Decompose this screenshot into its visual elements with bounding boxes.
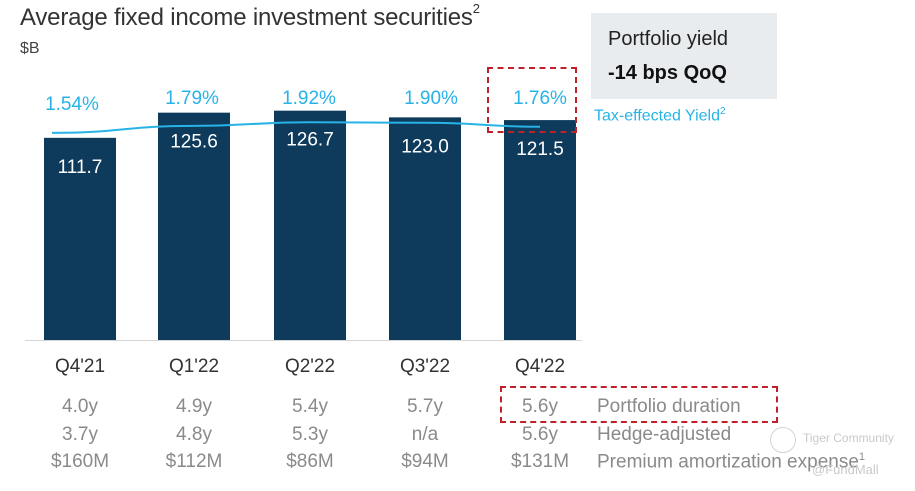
bar-value-label-0: 111.7 bbox=[58, 157, 103, 178]
highlight-yield-q4-22 bbox=[487, 67, 577, 133]
bar-3 bbox=[389, 117, 461, 341]
row-2-value-3: $94M bbox=[401, 451, 449, 472]
tiger-logo-icon bbox=[770, 427, 796, 453]
tax-effected-yield-line bbox=[51, 121, 541, 134]
row-1-value-2: 5.3y bbox=[292, 424, 328, 445]
yield-label-0: 1.54% bbox=[45, 94, 99, 115]
row-1-value-1: 4.8y bbox=[176, 424, 212, 445]
row-1-value-3: n/a bbox=[411, 424, 439, 445]
yield-label-3: 1.90% bbox=[404, 88, 458, 109]
row-2-value-1: $112M bbox=[165, 451, 223, 472]
row-0-value-4: 5.6y bbox=[522, 396, 558, 417]
bar-value-label-4: 121.5 bbox=[516, 139, 564, 160]
x-tick-label-0: Q4'21 bbox=[55, 356, 105, 377]
callout-title: Portfolio yield bbox=[608, 28, 729, 50]
bar-value-label-2: 126.7 bbox=[286, 130, 334, 151]
row-0-value-2: 5.4y bbox=[292, 396, 328, 417]
chart-unit: $B bbox=[20, 40, 40, 57]
row-1-value-4: 5.6y bbox=[522, 424, 558, 445]
row-1-value-0: 3.7y bbox=[62, 424, 98, 445]
bar-0 bbox=[44, 137, 116, 340]
row-2-label: Premium amortization expense1 bbox=[597, 451, 866, 473]
highlight-duration-q4-22 bbox=[500, 386, 778, 423]
yield-label-1: 1.79% bbox=[165, 88, 219, 109]
row-0-value-0: 4.0y bbox=[62, 396, 98, 417]
legend-tax-effected-yield: Tax-effected Yield2 bbox=[594, 106, 726, 125]
yield-label-4: 1.76% bbox=[513, 88, 567, 109]
yield-label-2: 1.92% bbox=[282, 88, 336, 109]
bar-value-label-1: 125.6 bbox=[170, 132, 218, 153]
bar-2 bbox=[274, 110, 346, 340]
row-0-value-1: 4.9y bbox=[176, 396, 212, 417]
row-2-value-0: $160M bbox=[50, 451, 110, 472]
row-0-label: Portfolio duration bbox=[597, 396, 741, 417]
bar-4 bbox=[504, 120, 576, 341]
watermark-line1: Tiger Community bbox=[803, 431, 894, 445]
bar-value-label-3: 123.0 bbox=[401, 136, 449, 157]
portfolio-yield-callout: Portfolio yield -14 bps QoQ bbox=[591, 13, 777, 99]
row-2-value-2: $86M bbox=[286, 451, 334, 472]
x-tick-label-2: Q2'22 bbox=[285, 356, 335, 377]
row-0-value-3: 5.7y bbox=[407, 396, 443, 417]
x-tick-label-3: Q3'22 bbox=[400, 356, 450, 377]
row-1-label: Hedge-adjusted bbox=[597, 424, 732, 445]
callout-change: -14 bps QoQ bbox=[608, 62, 727, 84]
bar-1 bbox=[158, 112, 230, 340]
chart-title: Average fixed income investment securiti… bbox=[20, 1, 480, 31]
watermark-line2: @FundMall bbox=[812, 462, 879, 477]
x-tick-label-4: Q4'22 bbox=[515, 356, 565, 377]
row-2-value-4: $131M bbox=[510, 451, 570, 472]
x-tick-label-1: Q1'22 bbox=[169, 356, 219, 377]
